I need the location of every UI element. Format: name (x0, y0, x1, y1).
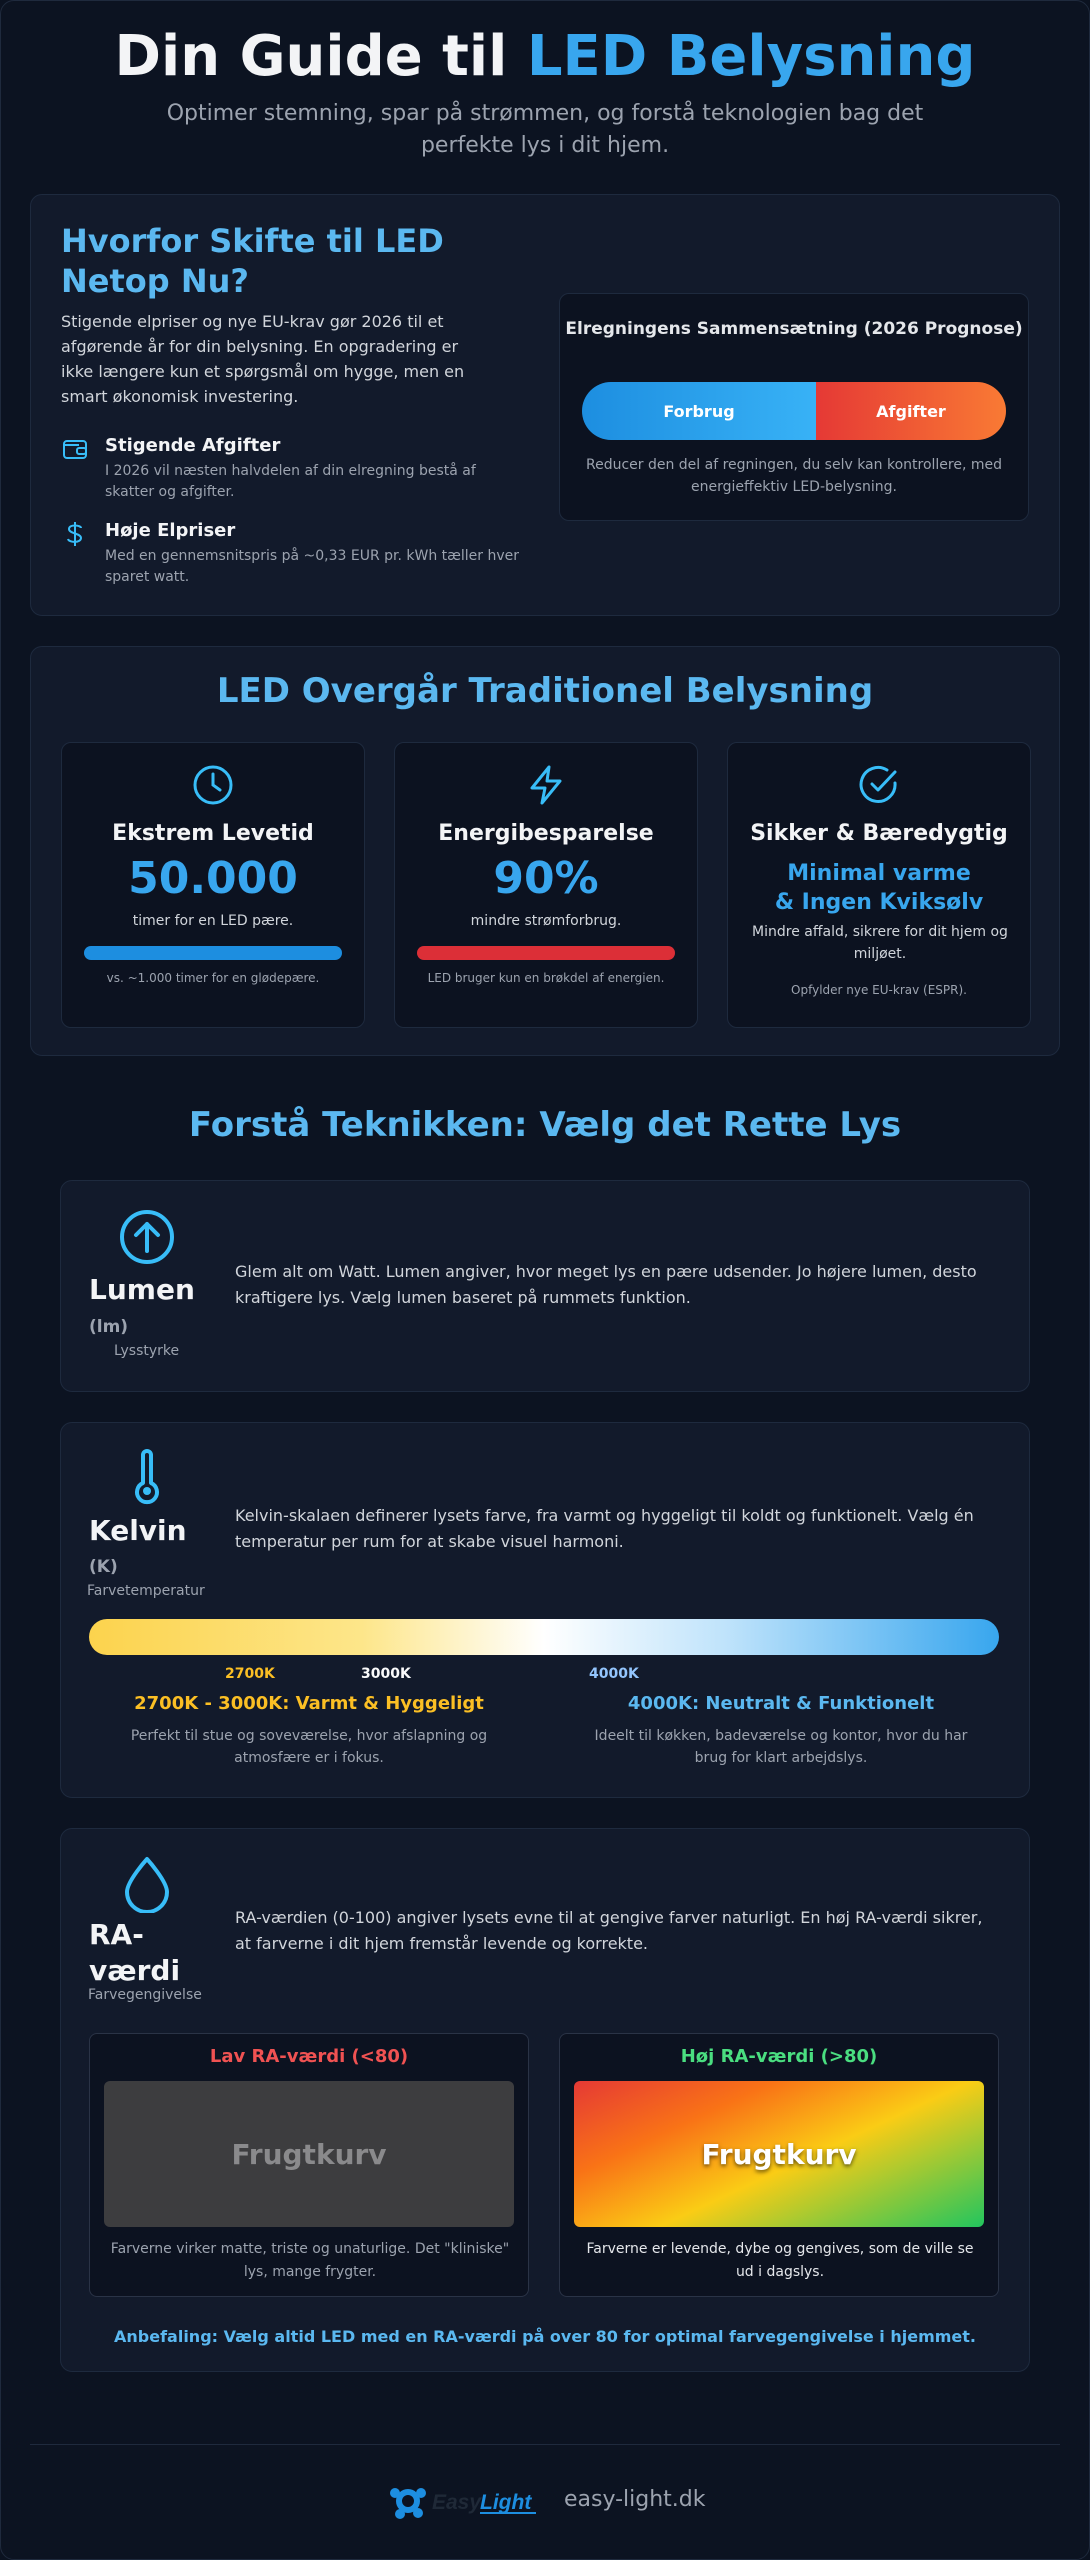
stat-title: Energibesparelse (438, 821, 654, 846)
advantages-title: LED Overgår Traditionel Belysning (216, 671, 874, 711)
tech-name-line: RA- (89, 1918, 144, 1951)
bill-segment-consumption: Forbrug (582, 382, 816, 440)
stat-value: Minimal varme & Ingen Kviksølv (728, 859, 1030, 917)
ra-low-desc: Farverne virker matte, triste og unaturl… (110, 2241, 510, 2280)
logo-text-light: Light (480, 2491, 532, 2514)
tech-sub: Farvegengivelse (88, 1987, 202, 2003)
stat-value: 90% (493, 853, 599, 904)
why-led-section: Hvorfor Skifte til LED Netop Nu? Stigend… (30, 194, 1060, 616)
title-text: Din Guide til (114, 24, 527, 89)
clock-icon (193, 765, 233, 805)
stat-value: 50.000 (128, 853, 298, 904)
stat-note: vs. ~1.000 timer for en glødepære. (106, 971, 320, 985)
kelvin-warm-desc: Perfekt til stue og soveværelse, hvor af… (130, 1728, 488, 1766)
droplet-icon (125, 1857, 169, 1913)
arrow-up-circle-icon (120, 1210, 174, 1264)
stat-label: timer for en LED pære. (132, 913, 294, 929)
stat-note: Opfylder nye EU-krav (ESPR). (791, 983, 967, 997)
bill-breakdown-card: Elregningens Sammensætning (2026 Prognos… (559, 293, 1029, 521)
why-body: Stigende elpriser og nye EU-krav gør 202… (61, 312, 465, 406)
page-header: Din Guide til LED Belysning Optimer stem… (0, 22, 1090, 162)
page-subtitle: Optimer stemning, spar på strømmen, og f… (166, 101, 924, 158)
kelvin-gradient-bar (89, 1619, 999, 1655)
lightning-icon (530, 765, 562, 805)
ra-high-box: Høj RA-værdi (>80) Frugtkurv Farverne er… (559, 2033, 999, 2297)
dollar-icon (67, 522, 83, 546)
tech-name: RA-værdi (89, 1917, 180, 1989)
stat-card-safety: Sikker & Bæredygtig Minimal varme & Ingen… (727, 742, 1031, 1028)
tech-name: Kelvin (89, 1514, 187, 1547)
stat-value-line: & Ingen Kviksølv (774, 890, 984, 915)
kelvin-card: Kelvin (K) Farvetemperatur Kelvin-skalae… (60, 1422, 1030, 1798)
bill-bar: Forbrug Afgifter (582, 382, 1006, 440)
stat-icon-wrap (395, 763, 697, 807)
tech-sub: Farvetemperatur (87, 1583, 205, 1599)
stat-icon-wrap (62, 763, 364, 807)
feature-title: Stigende Afgifter (105, 435, 281, 456)
kelvin-tick: 3000K (361, 1666, 411, 1682)
feature-desc: Med en gennemsnitspris på ~0,33 EUR pr. … (105, 548, 520, 585)
tech-name: Lumen (89, 1273, 195, 1306)
ra-low-image: Frugtkurv (104, 2081, 514, 2227)
tech-desc: Kelvin-skalaen definerer lysets farve, f… (235, 1506, 974, 1551)
kelvin-tick: 2700K (225, 1666, 275, 1682)
ra-low-title: Lav RA-værdi (<80) (209, 2046, 409, 2067)
wallet-icon (63, 440, 87, 459)
why-title: Hvorfor Skifte til LED Netop Nu? (61, 222, 444, 300)
footer-divider (30, 2444, 1060, 2445)
advantages-section: LED Overgår Traditionel Belysning Ekstre… (30, 646, 1060, 1056)
ra-card: RA-værdi Farvegengivelse RA-værdien (0-1… (60, 1828, 1030, 2372)
ra-high-desc: Farverne er levende, dybe og gengives, s… (586, 2241, 974, 2280)
kelvin-cool-desc: Ideelt til køkken, badeværelse og kontor… (594, 1728, 968, 1766)
thermometer-icon (135, 1449, 159, 1505)
stat-label: mindre strømforbrug. (470, 913, 622, 929)
stat-title: Ekstrem Levetid (112, 821, 314, 846)
stat-label: Mindre affald, sikrere for dit hjem og m… (752, 924, 1008, 962)
tech-unit: (K) (89, 1557, 118, 1577)
stat-card-energy: Energibesparelse 90% mindre strømforbrug… (394, 742, 698, 1028)
ra-high-image: Frugtkurv (574, 2081, 984, 2227)
ra-high-title: Høj RA-værdi (>80) (680, 2046, 878, 2067)
stat-bar (84, 946, 342, 960)
ra-recommendation: Anbefaling: Vælg altid LED med en RA-vær… (114, 2327, 976, 2346)
bill-segment-taxes: Afgifter (816, 382, 1006, 440)
ra-low-box: Lav RA-værdi (<80) Frugtkurv Farverne vi… (89, 2033, 529, 2297)
check-circle-icon (859, 765, 897, 803)
lumen-card: Lumen (lm) Lysstyrke Glem alt om Watt. L… (60, 1180, 1030, 1392)
tech-desc: RA-værdien (0-100) angiver lysets evne t… (235, 1908, 983, 1953)
title-accent: LED Belysning (526, 24, 976, 89)
kelvin-tick: 4000K (589, 1666, 639, 1682)
stat-bar (417, 946, 675, 960)
feature-title: Høje Elpriser (105, 520, 236, 541)
stat-icon-wrap (728, 763, 1030, 807)
tech-desc: Glem alt om Watt. Lumen angiver, hvor me… (235, 1262, 977, 1307)
stat-note: LED bruger kun en brøkdel af energien. (427, 971, 665, 985)
technique-title: Forstå Teknikken: Vælg det Rette Lys (188, 1105, 902, 1145)
kelvin-cool-title: 4000K: Neutralt & Funktionelt (627, 1693, 935, 1714)
stat-value-line: Minimal varme (787, 861, 971, 886)
tech-unit: (lm) (89, 1317, 129, 1337)
logo-text-easy: Easy (432, 2491, 482, 2514)
bill-title: Elregningens Sammensætning (2026 Prognos… (565, 319, 1023, 339)
feature-desc: I 2026 vil næsten halvdelen af din elreg… (105, 463, 476, 500)
stat-card-lifetime: Ekstrem Levetid 50.000 timer for en LED … (61, 742, 365, 1028)
footer-domain[interactable]: easy-light.dk (564, 2487, 706, 2512)
logo-mark-icon (390, 2488, 426, 2519)
easylight-logo: Easy Light (390, 2488, 536, 2519)
tech-sub: Lysstyrke (114, 1343, 180, 1359)
page-title: Din Guide til LED Belysning (0, 22, 1090, 92)
tech-name-line: værdi (89, 1954, 181, 1987)
kelvin-warm-title: 2700K - 3000K: Varmt & Hyggeligt (134, 1693, 484, 1714)
stat-title: Sikker & Bæredygtig (750, 821, 1008, 846)
bill-note: Reducer den del af regningen, du selv ka… (585, 457, 1002, 495)
